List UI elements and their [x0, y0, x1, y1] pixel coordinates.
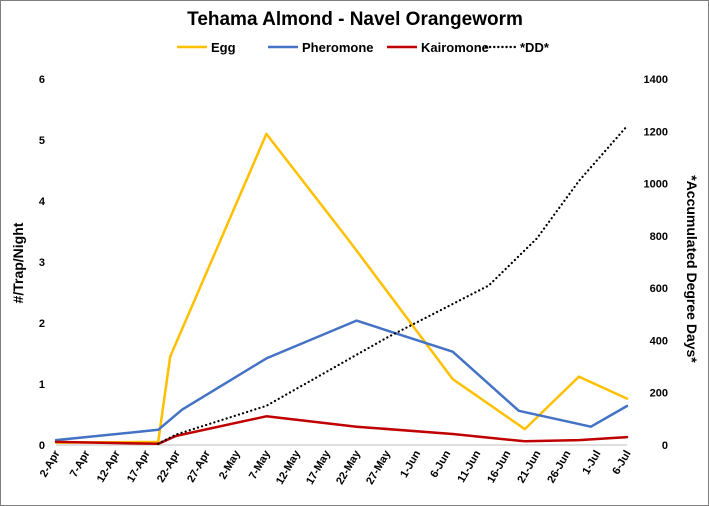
x-tick-label: 27-May	[364, 448, 393, 487]
y2-tick-label: 800	[650, 231, 668, 243]
legend-label: Pheromone	[302, 40, 374, 55]
legend: Egg Pheromone Kairomone *DD*	[177, 40, 550, 55]
x-tick-label: 1-Jun	[398, 448, 423, 480]
x-tick-label: 2-Apr	[38, 448, 63, 479]
y-tick-label: 5	[39, 135, 45, 147]
x-tick-label: 11-Jun	[456, 448, 484, 484]
x-tick-label: 22-May	[334, 448, 363, 487]
x-tick-label: 22-Apr	[155, 448, 183, 485]
x-tick-label: 1-Jul	[580, 449, 603, 477]
x-tick-label: 16-Jun	[485, 448, 513, 485]
chart-title: Tehama Almond - Navel Orangeworm	[187, 9, 523, 30]
x-tick-label: 17-May	[304, 448, 333, 487]
y2-tick-label: 1400	[644, 74, 668, 86]
y-tick-label: 1	[39, 379, 45, 391]
y2-axis-title: *Accumulated Degree Days*	[684, 175, 700, 363]
x-tick-label: 2-May	[217, 448, 243, 482]
y-tick-label: 3	[39, 257, 45, 269]
x-tick-label: 7-Apr	[68, 448, 93, 479]
series-line-pheromone	[54, 319, 629, 442]
x-tick-label: 12-Apr	[95, 448, 123, 485]
x-tick-label: 26-Jun	[545, 448, 573, 485]
series-group	[54, 124, 629, 446]
legend-label: Egg	[211, 40, 236, 55]
x-tick-label: 17-Apr	[125, 448, 153, 485]
y2-tick-label: 1200	[644, 126, 668, 138]
series-line-kairomone	[54, 415, 629, 446]
y2-tick-label: 1000	[644, 179, 668, 191]
x-tick-label: 6-Jul	[610, 449, 633, 477]
x-tick-label: 7-May	[247, 448, 273, 482]
x-tick-label: 27-Apr	[185, 448, 213, 485]
y-axis-title: #/Trap/Night	[10, 222, 26, 303]
x-tick-label: 21-Jun	[515, 448, 543, 485]
y-tick-label: 0	[39, 440, 45, 452]
legend-label: *DD*	[520, 40, 550, 55]
y-tick-label: 4	[39, 196, 46, 208]
x-tick-label: 6-Jun	[428, 448, 453, 480]
series-line-egg	[54, 132, 629, 444]
legend-label: Kairomone	[421, 40, 489, 55]
axes: 0 1 2 3 4 5 6 0 200 400 600 800 1000 1200 1400 2-Apr 7-A…	[38, 74, 668, 487]
y2-tick-label: 600	[650, 283, 668, 295]
y2-tick-label: 0	[662, 440, 668, 452]
y2-tick-label: 200	[650, 388, 668, 400]
y-tick-label: 6	[39, 74, 45, 86]
y2-tick-label: 400	[650, 335, 668, 347]
x-tick-label: 12-May	[274, 448, 303, 487]
series-line-dd	[157, 124, 629, 445]
y-tick-label: 2	[39, 318, 45, 330]
